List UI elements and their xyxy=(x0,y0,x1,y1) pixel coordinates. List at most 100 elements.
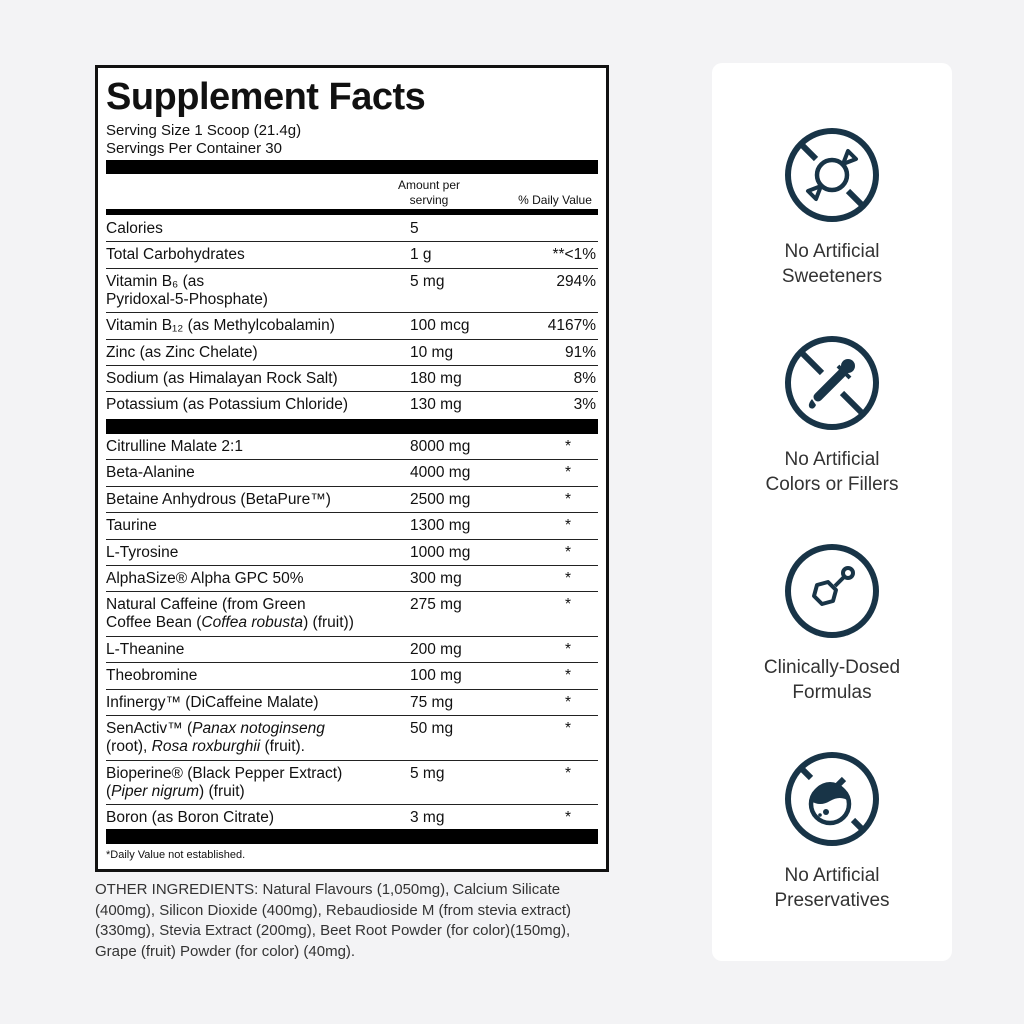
ingredients-section: Citrulline Malate 2:1 8000 mg * Beta-Alanin… xyxy=(106,434,598,831)
ingredient-name: Sodium (as Himalayan Rock Salt) xyxy=(106,366,410,391)
amount-per-serving: 1300 mg xyxy=(410,517,471,535)
daily-value: * xyxy=(564,517,572,535)
ingredient-name-part: Calories xyxy=(106,220,163,237)
ingredient-name-part: L-Theanine xyxy=(106,640,185,658)
daily-value: * xyxy=(564,667,572,685)
ingredient-name-part: L-Tyrosine xyxy=(106,543,179,561)
amount-per-serving: 275 mg xyxy=(410,596,462,614)
amount-per-serving: 130 mg xyxy=(410,396,462,414)
daily-value: * xyxy=(564,490,572,508)
panel-title: Supplement Facts xyxy=(106,76,426,118)
feature-no-artificial-preservatives: No Artificial Preservatives xyxy=(712,749,952,913)
daily-value xyxy=(530,216,596,241)
table-row: Taurine 1300 mg * xyxy=(106,513,598,540)
ingredient-name-part: Vitamin B₁₂ (as Methylcobalamin) xyxy=(106,317,335,335)
ingredient-name: L-Tyrosine xyxy=(106,540,410,565)
daily-value: * xyxy=(564,720,572,738)
feature-label: No Artificial Colors or Fillers xyxy=(765,449,899,495)
no-dropper-icon xyxy=(785,336,879,430)
table-row: L-Theanine 200 mg * xyxy=(106,637,598,664)
ingredient-name-part: Natural Caffeine (from Green Coffee Bean… xyxy=(106,596,306,632)
ingredient-name: Total Carbohydrates xyxy=(106,242,410,267)
amount-per-serving: 5 xyxy=(410,220,419,237)
feature-label: Clinically-Dosed Formulas xyxy=(763,657,901,703)
other-ingredients: OTHER INGREDIENTS: Natural Flavours (1,0… xyxy=(95,881,572,960)
table-row: Infinergy™ (DiCaffeine Malate) 75 mg * xyxy=(106,690,598,717)
daily-value: * xyxy=(564,438,572,455)
ingredient-name: Betaine Anhydrous (BetaPure™) xyxy=(106,487,410,512)
ingredient-name-part: (root), xyxy=(106,738,148,756)
divider-bar xyxy=(106,209,598,215)
ingredient-name: SenActiv™ (Panax notoginseng (root), Ros… xyxy=(106,716,410,760)
ingredient-name: Theobromine xyxy=(106,663,410,688)
amount-per-serving: 5 mg xyxy=(410,764,445,782)
ingredient-name-part: Taurine xyxy=(106,517,157,535)
ingredient-name: Taurine xyxy=(106,513,410,538)
ingredient-name: Zinc (as Zinc Chelate) xyxy=(106,340,410,365)
ingredient-name-part: (fruit). xyxy=(260,738,305,756)
amount-per-serving: 300 mg xyxy=(410,569,462,587)
amount-per-serving: 10 mg xyxy=(410,343,454,361)
ingredient-name-italic: Panax notoginseng xyxy=(192,720,325,738)
amount-per-serving: 75 mg xyxy=(410,693,454,711)
ingredient-name-part: Citrulline Malate 2:1 xyxy=(106,438,243,455)
no-candy-icon xyxy=(785,128,879,222)
daily-value: 3% xyxy=(573,396,596,414)
ingredient-name-part: Infinergy™ (DiCaffeine Malate) xyxy=(106,693,319,711)
amount-per-serving: 50 mg xyxy=(410,720,454,738)
ingredient-name-part: Bioperine® (Black Pepper Extract) ( xyxy=(106,764,343,800)
amount-per-serving: 1000 mg xyxy=(410,543,471,561)
table-row: Zinc (as Zinc Chelate) 10 mg 91% xyxy=(106,340,598,367)
table-row: Sodium (as Himalayan Rock Salt) 180 mg 8% xyxy=(106,366,598,393)
table-row: L-Tyrosine 1000 mg * xyxy=(106,540,598,566)
amount-per-serving: 200 mg xyxy=(410,640,462,658)
features-card: No Artificial Sweeteners No Artificial C… xyxy=(712,63,952,961)
table-row: Total Carbohydrates 1 g **<1% xyxy=(106,242,598,269)
ingredient-name: Calories xyxy=(106,216,410,241)
ingredient-name: Infinergy™ (DiCaffeine Malate) xyxy=(106,690,410,715)
ingredient-name: Vitamin B₁₂ (as Methylcobalamin) xyxy=(106,313,410,338)
daily-value: 4167% xyxy=(547,317,596,335)
ingredient-name-part: Vitamin B₆ (as Pyridoxal-5-Phosphate) xyxy=(106,272,268,308)
ingredient-name-part: Beta-Alanine xyxy=(106,464,195,482)
feature-label: No Artificial Preservatives xyxy=(774,865,890,911)
ingredient-name: Natural Caffeine (from Green Coffee Bean… xyxy=(106,592,410,636)
table-row: Theobromine 100 mg * xyxy=(106,663,598,690)
ingredient-name: AlphaSize® Alpha GPC 50% xyxy=(106,566,410,591)
table-row: Citrulline Malate 2:1 8000 mg * xyxy=(106,434,598,461)
daily-value: * xyxy=(564,464,572,482)
amount-per-serving: 3 mg xyxy=(410,809,445,827)
table-row: Vitamin B₁₂ (as Methylcobalamin) 100 mcg 4… xyxy=(106,313,598,340)
divider-bar xyxy=(106,419,598,434)
molecule-icon xyxy=(785,544,879,638)
amount-per-serving: 2500 mg xyxy=(410,490,471,508)
nutrients-section: Calories 5 Total Carbohydrates 1 g **<1% Vita… xyxy=(106,216,598,419)
table-row: Natural Caffeine (from Green Coffee Bean… xyxy=(106,592,598,637)
ingredient-name: Potassium (as Potassium Chloride) xyxy=(106,392,410,418)
feature-no-artificial-colors: No Artificial Colors or Fillers xyxy=(712,333,952,497)
ingredient-name-part: Potassium (as Potassium Chloride) xyxy=(106,396,349,414)
table-row: Calories 5 xyxy=(106,216,598,243)
ingredient-name: Bioperine® (Black Pepper Extract) (Piper… xyxy=(106,761,410,805)
ingredient-name-part: Total Carbohydrates xyxy=(106,246,245,264)
daily-value: 8% xyxy=(573,370,596,388)
ingredient-name: Boron (as Boron Citrate) xyxy=(106,805,410,831)
supplement-facts-panel: Supplement Facts Serving Size 1 Scoop (2… xyxy=(95,65,609,872)
no-flask-icon xyxy=(785,752,879,846)
ingredient-name-part: Betaine Anhydrous (BetaPure™) xyxy=(106,490,331,508)
ingredient-name-part: Sodium (as Himalayan Rock Salt) xyxy=(106,370,338,388)
daily-value: * xyxy=(564,596,572,614)
daily-value: 91% xyxy=(564,343,596,361)
daily-value: * xyxy=(564,543,572,561)
table-row: Bioperine® (Black Pepper Extract) (Piper… xyxy=(106,761,598,806)
ingredient-name-italic: Rosa roxburghii xyxy=(151,738,261,756)
column-header-amount: Amount per serving xyxy=(397,178,461,207)
ingredient-name-part: Theobromine xyxy=(106,667,198,685)
amount-per-serving: 180 mg xyxy=(410,370,462,388)
column-header-dv: % Daily Value xyxy=(518,193,592,207)
ingredient-name: L-Theanine xyxy=(106,637,410,662)
table-row: Vitamin B₆ (as Pyridoxal-5-Phosphate) 5 m… xyxy=(106,269,598,314)
ingredient-name-italic: Piper nigrum xyxy=(111,782,200,800)
servings-per-container: Servings Per Container 30 xyxy=(106,140,282,157)
amount-per-serving: 4000 mg xyxy=(410,464,471,482)
